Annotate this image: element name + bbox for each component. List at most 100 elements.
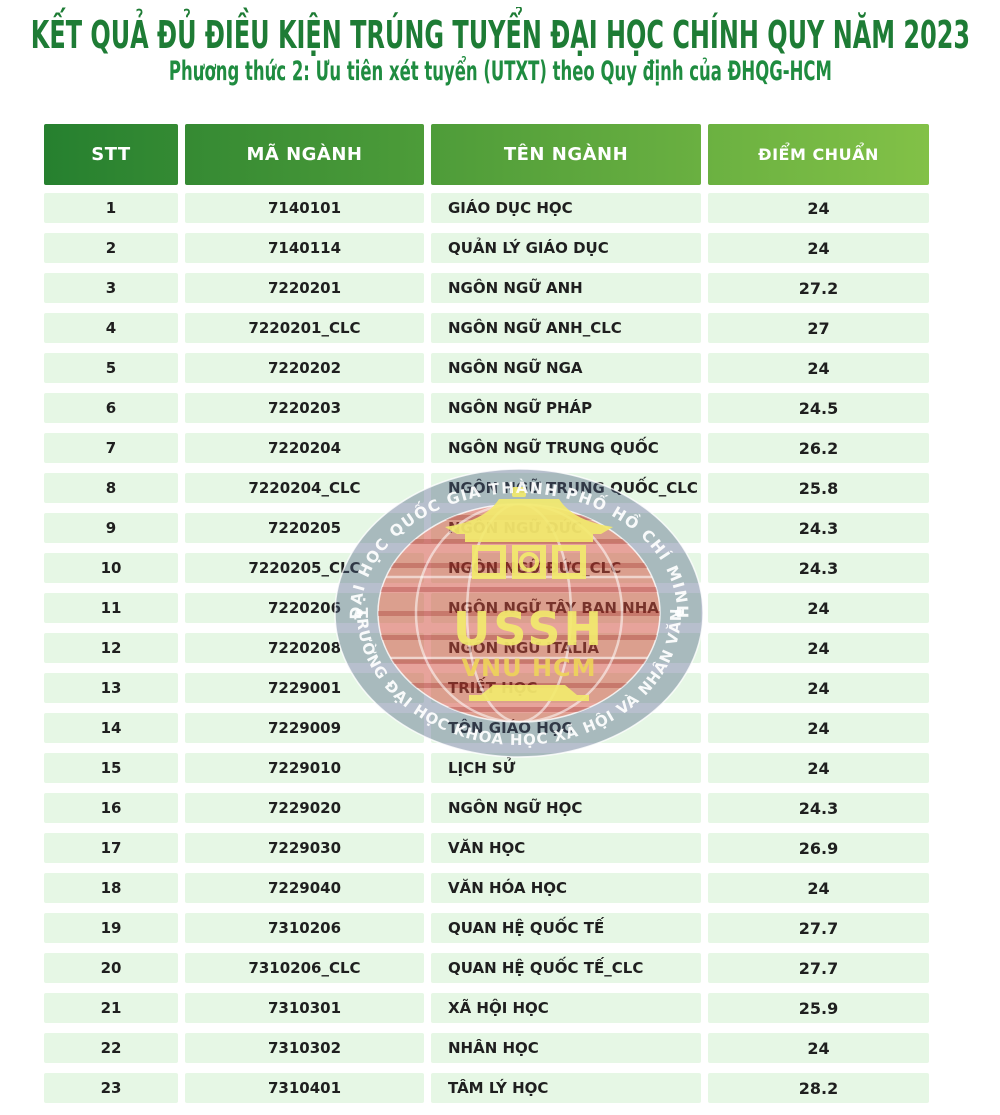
cell-ma-nganh: 7310301: [185, 993, 424, 1023]
table-row: 9 7220205 NGÔN NGỮ ĐỨC 24.3: [44, 513, 929, 543]
cell-ma-nganh: 7220205: [185, 513, 424, 543]
cell-ten-nganh: TÔN GIÁO HỌC: [431, 713, 701, 743]
cell-diem-chuan: 24.5: [708, 393, 929, 423]
cell-diem-chuan: 24: [708, 353, 929, 383]
table-row: 23 7310401 TÂM LÝ HỌC 28.2: [44, 1073, 929, 1103]
cell-stt: 13: [44, 673, 178, 703]
cell-stt: 9: [44, 513, 178, 543]
cell-stt: 15: [44, 753, 178, 783]
cell-stt: 23: [44, 1073, 178, 1103]
cell-stt: 2: [44, 233, 178, 263]
cell-stt: 11: [44, 593, 178, 623]
column-header-stt: STT: [44, 124, 178, 185]
cell-ma-nganh: 7220204_CLC: [185, 473, 424, 503]
cell-stt: 5: [44, 353, 178, 383]
cell-diem-chuan: 24.3: [708, 553, 929, 583]
table-row: 7 7220204 NGÔN NGỮ TRUNG QUỐC 26.2: [44, 433, 929, 463]
cell-stt: 22: [44, 1033, 178, 1063]
table-header-row: STT MÃ NGÀNH TÊN NGÀNH ĐIỂM CHUẨN: [44, 124, 929, 185]
cell-ten-nganh: TÂM LÝ HỌC: [431, 1073, 701, 1103]
cell-diem-chuan: 24: [708, 713, 929, 743]
cell-diem-chuan: 24.3: [708, 513, 929, 543]
cell-ma-nganh: 7220208: [185, 633, 424, 663]
cell-ma-nganh: 7220203: [185, 393, 424, 423]
cell-ten-nganh: NGÔN NGỮ NGA: [431, 353, 701, 383]
column-header-diem-chuan: ĐIỂM CHUẨN: [708, 124, 929, 185]
cell-ten-nganh: VĂN HÓA HỌC: [431, 873, 701, 903]
table-row: 13 7229001 TRIẾT HỌC 24: [44, 673, 929, 703]
cell-ten-nganh: VĂN HỌC: [431, 833, 701, 863]
cell-stt: 7: [44, 433, 178, 463]
cell-diem-chuan: 27: [708, 313, 929, 343]
cell-diem-chuan: 27.2: [708, 273, 929, 303]
cell-stt: 12: [44, 633, 178, 663]
cell-ma-nganh: 7310206: [185, 913, 424, 943]
page-subtitle: Phương thức 2: Ưu tiên xét tuyển (UTXT) …: [168, 56, 832, 87]
cell-ten-nganh: NGÔN NGỮ ANH: [431, 273, 701, 303]
table-row: 5 7220202 NGÔN NGỮ NGA 24: [44, 353, 929, 383]
cell-ma-nganh: 7220206: [185, 593, 424, 623]
cell-ten-nganh: NGÔN NGỮ ĐỨC: [431, 513, 701, 543]
cell-stt: 8: [44, 473, 178, 503]
table-row: 12 7220208 NGÔN NGỮ ITALIA 24: [44, 633, 929, 663]
cell-ma-nganh: 7229009: [185, 713, 424, 743]
cell-diem-chuan: 24.3: [708, 793, 929, 823]
cell-ten-nganh: NGÔN NGỮ ĐỨC_CLC: [431, 553, 701, 583]
table-row: 18 7229040 VĂN HÓA HỌC 24: [44, 873, 929, 903]
cell-ten-nganh: LỊCH SỬ: [431, 753, 701, 783]
table-row: 4 7220201_CLC NGÔN NGỮ ANH_CLC 27: [44, 313, 929, 343]
table-row: 15 7229010 LỊCH SỬ 24: [44, 753, 929, 783]
table-row: 3 7220201 NGÔN NGỮ ANH 27.2: [44, 273, 929, 303]
cell-ten-nganh: NGÔN NGỮ TRUNG QUỐC_CLC: [431, 473, 701, 503]
cell-ma-nganh: 7229020: [185, 793, 424, 823]
cell-ten-nganh: QUẢN LÝ GIÁO DỤC: [431, 233, 701, 263]
cell-ten-nganh: XÃ HỘI HỌC: [431, 993, 701, 1023]
table-row: 10 7220205_CLC NGÔN NGỮ ĐỨC_CLC 24.3: [44, 553, 929, 583]
table-row: 16 7229020 NGÔN NGỮ HỌC 24.3: [44, 793, 929, 823]
cell-diem-chuan: 24: [708, 593, 929, 623]
cell-diem-chuan: 26.9: [708, 833, 929, 863]
cell-stt: 6: [44, 393, 178, 423]
page-header: KẾT QUẢ ĐỦ ĐIỀU KIỆN TRÚNG TUYỂN ĐẠI HỌC…: [0, 14, 1000, 56]
cell-diem-chuan: 24: [708, 873, 929, 903]
table-row: 19 7310206 QUAN HỆ QUỐC TẾ 27.7: [44, 913, 929, 943]
cell-stt: 20: [44, 953, 178, 983]
page-subheader: Phương thức 2: Ưu tiên xét tuyển (UTXT) …: [0, 56, 1000, 88]
table-row: 11 7220206 NGÔN NGỮ TÂY BAN NHA 24: [44, 593, 929, 623]
cell-ten-nganh: QUAN HỆ QUỐC TẾ_CLC: [431, 953, 701, 983]
column-header-ten-nganh: TÊN NGÀNH: [431, 124, 701, 185]
cell-ma-nganh: 7220204: [185, 433, 424, 463]
cell-ma-nganh: 7220205_CLC: [185, 553, 424, 583]
cell-stt: 19: [44, 913, 178, 943]
cell-stt: 1: [44, 193, 178, 223]
cell-ten-nganh: TRIẾT HỌC: [431, 673, 701, 703]
table-row: 1 7140101 GIÁO DỤC HỌC 24: [44, 193, 929, 223]
cell-stt: 17: [44, 833, 178, 863]
cell-ten-nganh: NGÔN NGỮ TÂY BAN NHA: [431, 593, 701, 623]
cell-stt: 21: [44, 993, 178, 1023]
table-row: 2 7140114 QUẢN LÝ GIÁO DỤC 24: [44, 233, 929, 263]
cell-diem-chuan: 25.9: [708, 993, 929, 1023]
table-body: 1 7140101 GIÁO DỤC HỌC 24 2 7140114 QUẢN LÝ GI…: [44, 193, 929, 1103]
cell-ten-nganh: GIÁO DỤC HỌC: [431, 193, 701, 223]
table-row: 17 7229030 VĂN HỌC 26.9: [44, 833, 929, 863]
cell-diem-chuan: 27.7: [708, 953, 929, 983]
cell-ma-nganh: 7310401: [185, 1073, 424, 1103]
cell-ma-nganh: 7229030: [185, 833, 424, 863]
cell-stt: 10: [44, 553, 178, 583]
cell-ten-nganh: QUAN HỆ QUỐC TẾ: [431, 913, 701, 943]
table-row: 8 7220204_CLC NGÔN NGỮ TRUNG QUỐC_CLC 25.8: [44, 473, 929, 503]
cell-ma-nganh: 7220201: [185, 273, 424, 303]
cell-stt: 16: [44, 793, 178, 823]
cell-ma-nganh: 7229040: [185, 873, 424, 903]
cell-ma-nganh: 7220202: [185, 353, 424, 383]
cell-ma-nganh: 7140114: [185, 233, 424, 263]
cell-diem-chuan: 28.2: [708, 1073, 929, 1103]
cell-ma-nganh: 7229010: [185, 753, 424, 783]
cell-diem-chuan: 24: [708, 753, 929, 783]
cell-diem-chuan: 24: [708, 673, 929, 703]
table-row: 21 7310301 XÃ HỘI HỌC 25.9: [44, 993, 929, 1023]
cell-diem-chuan: 27.7: [708, 913, 929, 943]
cell-ten-nganh: NGÔN NGỮ PHÁP: [431, 393, 701, 423]
cell-ma-nganh: 7229001: [185, 673, 424, 703]
